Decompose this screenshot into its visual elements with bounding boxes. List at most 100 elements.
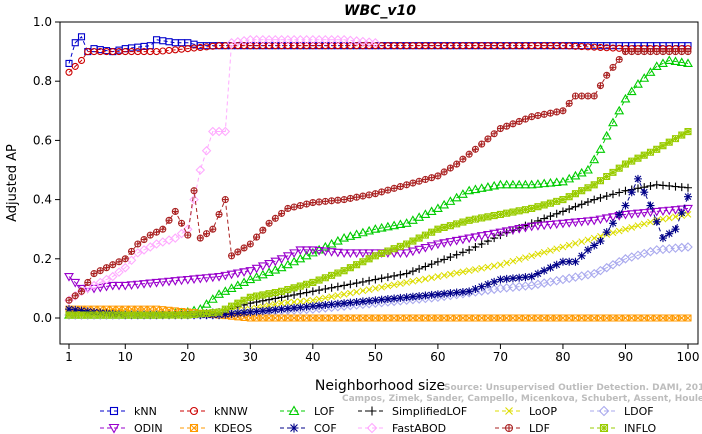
data-point [157,278,168,287]
data-point [253,292,261,300]
data-point [646,48,655,56]
data-point [115,311,123,319]
data-point [453,160,461,168]
data-point [365,296,374,305]
data-point [420,244,431,253]
data-point [240,308,249,317]
data-point [577,251,586,260]
data-point [71,62,79,70]
data-point [672,213,679,221]
data-point [396,183,404,191]
data-point [584,92,592,100]
data-point [684,127,692,136]
data-point [658,207,668,216]
data-point [96,267,104,275]
data-point [658,234,667,243]
data-point [665,229,674,238]
data-point [165,311,173,319]
data-point [670,56,681,66]
data-point [621,48,630,56]
data-point [571,202,580,211]
data-point [228,302,236,310]
data-point [465,245,474,254]
data-point [77,306,86,315]
data-point [109,406,119,416]
data-point [165,216,173,224]
data-point [583,197,592,206]
data-point [90,311,98,319]
data-point [140,311,148,319]
data-point [284,299,292,306]
data-point [203,230,211,238]
data-point [201,145,212,156]
data-point [339,232,350,242]
series-cof [65,174,692,320]
data-point [515,256,523,263]
data-point [315,295,323,303]
data-point [504,423,514,433]
data-point [396,293,405,302]
data-point [383,273,392,282]
data-point [608,117,618,127]
legend-item: COF [280,422,337,434]
x-tick-label: 40 [305,350,320,364]
data-point [251,264,262,274]
data-point [120,262,131,273]
data-point [428,174,436,182]
x-tick-label: 90 [618,350,633,364]
data-point [558,257,567,266]
data-point [321,197,329,205]
x-tick-label: 50 [368,350,383,364]
data-point [482,182,493,191]
data-point [540,248,548,256]
data-point [615,164,623,172]
data-point [358,277,367,286]
data-point [208,126,218,137]
data-point [633,209,643,219]
data-point [314,34,324,45]
data-point [459,155,467,163]
data-point [578,187,586,195]
data-point [207,294,218,303]
data-point [453,269,461,277]
data-point [351,36,362,46]
data-point [296,298,304,305]
data-point [652,217,661,226]
x-tick-label: 20 [180,350,195,364]
data-point [576,217,587,227]
data-point [171,311,179,319]
data-point [308,287,317,296]
data-point [545,177,556,187]
data-point [432,240,443,250]
data-point [246,308,255,317]
data-point [484,263,492,271]
data-point [471,145,479,153]
data-point [595,144,606,153]
data-point [583,245,592,254]
series-line [69,213,689,316]
data-point [309,199,317,207]
data-point [609,63,617,71]
data-point [408,267,417,276]
data-point [465,150,473,158]
data-point [271,300,279,308]
data-point [402,293,411,302]
data-point [553,108,561,116]
data-point [483,280,492,289]
data-point [177,311,186,319]
data-point [234,248,242,256]
data-point [478,264,486,272]
data-point [114,267,124,277]
data-point [71,311,79,319]
data-point [495,179,506,189]
data-point [589,154,600,164]
data-point [533,216,542,225]
data-point [207,273,218,283]
data-point [390,294,399,303]
y-tick-label: 0.6 [33,133,52,147]
data-point [283,34,293,45]
data-point [539,178,550,188]
data-point [346,194,354,202]
data-point [333,282,342,291]
data-point [333,34,343,45]
